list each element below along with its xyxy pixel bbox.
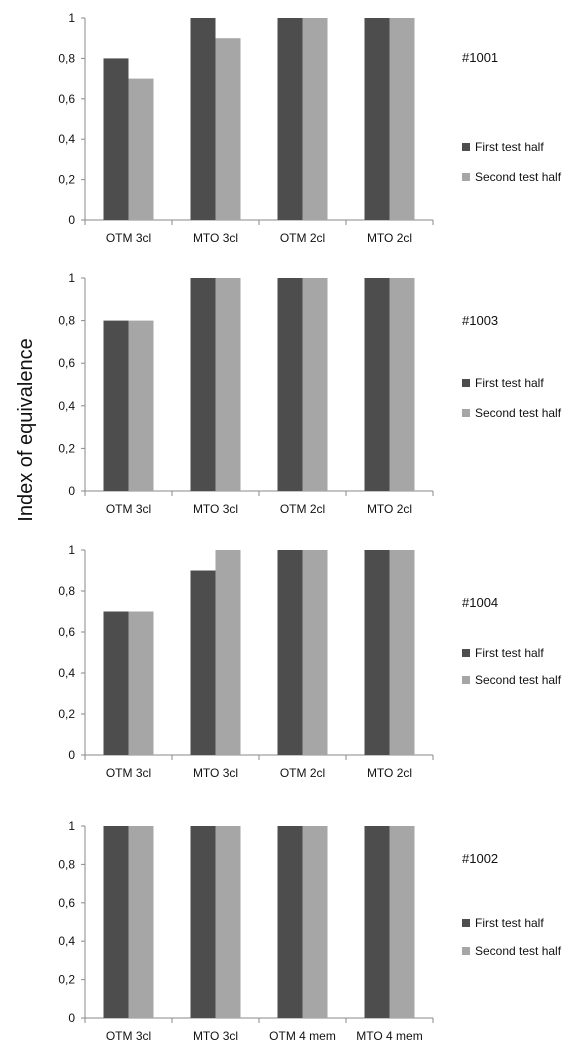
x-tick-label: OTM 2cl — [280, 766, 325, 780]
legend-label: Second test half — [475, 944, 562, 958]
x-tick-label: MTO 3cl — [193, 766, 238, 780]
x-tick-label: OTM 2cl — [280, 502, 325, 516]
y-tick-label: 1 — [68, 11, 75, 25]
bar-second-test-half — [302, 278, 328, 491]
bar-first-test-half — [277, 550, 303, 755]
bar-first-test-half — [190, 18, 216, 220]
y-tick-label: 0 — [68, 748, 75, 762]
bar-first-test-half — [103, 826, 129, 1018]
bar-second-test-half — [128, 78, 154, 220]
y-tick-label: 1 — [68, 819, 75, 833]
x-tick-label: MTO 2cl — [367, 766, 412, 780]
legend-label: Second test half — [475, 406, 562, 420]
bar-second-test-half — [128, 320, 154, 491]
x-tick-label: MTO 3cl — [193, 502, 238, 516]
bar-first-test-half — [364, 826, 390, 1018]
panel-title: #1003 — [462, 313, 498, 328]
y-tick-label: 0,4 — [58, 132, 75, 146]
y-tick-label: 0,4 — [58, 399, 75, 413]
y-tick-label: 0,2 — [58, 707, 75, 721]
y-tick-label: 0,6 — [58, 356, 75, 370]
bar-second-test-half — [302, 18, 328, 220]
x-tick-label: MTO 2cl — [367, 231, 412, 245]
bar-first-test-half — [190, 826, 216, 1018]
legend-swatch-first — [462, 919, 470, 927]
legend-swatch-first — [462, 649, 470, 657]
bar-first-test-half — [364, 550, 390, 755]
bar-second-test-half — [128, 611, 154, 755]
y-tick-label: 0,2 — [58, 173, 75, 187]
y-tick-label: 0,4 — [58, 666, 75, 680]
bar-second-test-half — [389, 550, 415, 755]
legend-swatch-second — [462, 409, 470, 417]
bar-first-test-half — [190, 570, 216, 755]
bar-first-test-half — [190, 278, 216, 491]
y-tick-label: 0,6 — [58, 896, 75, 910]
legend-label: First test half — [475, 140, 544, 154]
bar-first-test-half — [277, 18, 303, 220]
y-tick-label: 1 — [68, 543, 75, 557]
x-tick-label: MTO 4 mem — [356, 1029, 422, 1043]
legend-label: Second test half — [475, 170, 562, 184]
y-tick-label: 0,8 — [58, 314, 75, 328]
legend-swatch-first — [462, 143, 470, 151]
panel-title: #1004 — [462, 595, 498, 610]
y-tick-label: 0,2 — [58, 441, 75, 455]
y-tick-label: 0,6 — [58, 625, 75, 639]
legend-swatch-second — [462, 173, 470, 181]
x-tick-label: MTO 3cl — [193, 231, 238, 245]
x-tick-label: MTO 2cl — [367, 502, 412, 516]
bar-first-test-half — [103, 58, 129, 221]
legend-label: First test half — [475, 376, 544, 390]
bar-second-test-half — [128, 826, 154, 1018]
y-tick-label: 0,2 — [58, 973, 75, 987]
y-tick-label: 0,8 — [58, 51, 75, 65]
bar-first-test-half — [364, 18, 390, 220]
y-tick-label: 0,6 — [58, 92, 75, 106]
bar-second-test-half — [302, 550, 328, 755]
bar-second-test-half — [215, 826, 241, 1018]
bar-second-test-half — [215, 278, 241, 491]
y-tick-label: 1 — [68, 271, 75, 285]
bar-second-test-half — [215, 550, 241, 755]
y-tick-label: 0 — [68, 1011, 75, 1025]
bar-first-test-half — [364, 278, 390, 491]
panel-title: #1002 — [462, 851, 498, 866]
x-tick-label: OTM 2cl — [280, 231, 325, 245]
bar-first-test-half — [103, 320, 129, 491]
legend-swatch-first — [462, 379, 470, 387]
x-tick-label: OTM 3cl — [106, 502, 151, 516]
legend-label: First test half — [475, 916, 544, 930]
bar-first-test-half — [277, 826, 303, 1018]
bar-first-test-half — [277, 278, 303, 491]
x-tick-label: MTO 3cl — [193, 1029, 238, 1043]
legend-swatch-second — [462, 676, 470, 684]
y-tick-label: 0 — [68, 213, 75, 227]
bar-second-test-half — [389, 18, 415, 220]
y-tick-label: 0,8 — [58, 584, 75, 598]
y-tick-label: 0,8 — [58, 857, 75, 871]
x-tick-label: OTM 3cl — [106, 1029, 151, 1043]
x-tick-label: OTM 3cl — [106, 766, 151, 780]
bar-second-test-half — [302, 826, 328, 1018]
panel-title: #1001 — [462, 50, 498, 65]
legend-swatch-second — [462, 947, 470, 955]
legend-label: First test half — [475, 646, 544, 660]
bar-second-test-half — [389, 826, 415, 1018]
y-tick-label: 0 — [68, 484, 75, 498]
y-axis-label: Index of equivalence — [15, 338, 37, 521]
x-tick-label: OTM 4 mem — [269, 1029, 336, 1043]
bar-second-test-half — [215, 38, 241, 221]
bar-second-test-half — [389, 278, 415, 491]
bar-first-test-half — [103, 611, 129, 755]
y-tick-label: 0,4 — [58, 934, 75, 948]
x-tick-label: OTM 3cl — [106, 231, 151, 245]
legend-label: Second test half — [475, 673, 562, 687]
